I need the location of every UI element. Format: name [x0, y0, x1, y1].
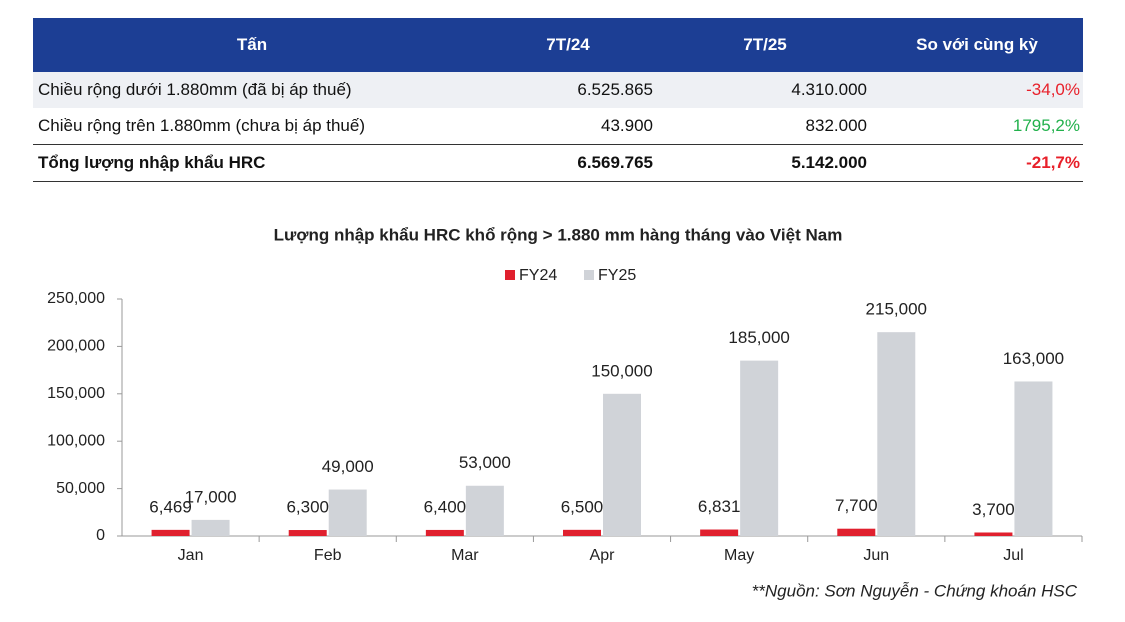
table-row: Tổng lượng nhập khẩu HRC 6.569.765 5.142.0…	[33, 144, 1083, 182]
header-cell: 7T/25	[743, 35, 787, 54]
chart-title: Lượng nhập khẩu HRC khổ rộng > 1.880 mm …	[274, 225, 843, 244]
table-cell: -34,0%	[1026, 80, 1080, 99]
value-label: 163,000	[1003, 349, 1064, 368]
bar	[1014, 381, 1053, 536]
x-tick-label: Jul	[1003, 547, 1023, 564]
x-tick-label: Mar	[451, 547, 479, 564]
value-label: 49,000	[322, 457, 374, 476]
table-cell: 43.900	[601, 116, 653, 135]
bar	[603, 393, 641, 536]
x-tick-label: Jan	[178, 547, 204, 564]
x-tick-label: Apr	[590, 547, 616, 564]
legend-swatch	[584, 270, 594, 280]
bar	[425, 529, 464, 536]
table-cell: Chiều rộng trên 1.880mm (chưa bị áp thuế…	[38, 116, 366, 135]
legend-label: FY24	[519, 267, 557, 284]
table-cell: 4.310.000	[791, 80, 867, 99]
value-label: 6,831	[698, 497, 741, 516]
value-label: 6,500	[561, 497, 604, 516]
bar	[700, 529, 739, 536]
bar	[151, 529, 190, 536]
import-table: Tấn 7T/24 7T/25 So với cùng kỳ Chiều rộng dư…	[33, 18, 1083, 182]
table-header: Tấn 7T/24 7T/25 So với cùng kỳ	[33, 18, 1083, 72]
value-label: 215,000	[866, 300, 927, 319]
table-cell: 6.569.765	[577, 153, 653, 172]
legend-label: FY25	[598, 267, 636, 284]
y-tick-label: 100,000	[47, 432, 105, 449]
value-label: 53,000	[459, 453, 511, 472]
x-tick-label: Jun	[863, 547, 889, 564]
y-tick-label: 150,000	[47, 385, 105, 402]
table-cell: -21,7%	[1026, 153, 1080, 172]
bar	[328, 489, 367, 536]
value-label: 6,300	[286, 498, 329, 517]
header-cell: Tấn	[236, 35, 268, 54]
value-label: 3,700	[972, 500, 1015, 519]
header-cell: 7T/24	[546, 35, 590, 54]
table-cell: 832.000	[805, 116, 867, 135]
value-label: 6,469	[149, 497, 192, 516]
header-cell: So với cùng kỳ	[916, 35, 1038, 54]
y-tick-label: 200,000	[47, 338, 105, 355]
legend-swatch	[505, 270, 515, 280]
bar	[465, 485, 504, 536]
source-note: **Nguồn: Sơn Nguyễn - Chứng khoán HSC	[752, 581, 1078, 600]
value-label: 7,700	[835, 496, 878, 515]
bar	[191, 519, 230, 536]
x-tick-label: Feb	[314, 547, 342, 564]
bar	[740, 360, 779, 536]
table-cell: 5.142.000	[791, 153, 867, 172]
table-row: Chiều rộng trên 1.880mm (chưa bị áp thuế…	[33, 108, 1083, 144]
x-tick-label: May	[724, 547, 754, 564]
bar	[877, 332, 916, 536]
value-label: 150,000	[591, 361, 652, 380]
value-label: 6,400	[424, 497, 467, 516]
value-label: 17,000	[185, 487, 237, 506]
bar	[974, 532, 1013, 536]
bar	[288, 530, 327, 536]
y-tick-label: 250,000	[47, 290, 105, 307]
value-label: 185,000	[728, 328, 789, 347]
y-tick-label: 0	[96, 527, 105, 544]
table-cell: Tổng lượng nhập khẩu HRC	[38, 153, 266, 172]
table-cell: 6.525.865	[577, 80, 653, 99]
y-tick-label: 50,000	[56, 480, 105, 497]
bar	[563, 529, 601, 536]
bar	[837, 528, 876, 536]
table-cell: Chiều rộng dưới 1.880mm (đã bị áp thuế)	[38, 80, 352, 99]
table-cell: 1795,2%	[1012, 116, 1080, 135]
table-row: Chiều rộng dưới 1.880mm (đã bị áp thuế) 6…	[33, 72, 1083, 108]
